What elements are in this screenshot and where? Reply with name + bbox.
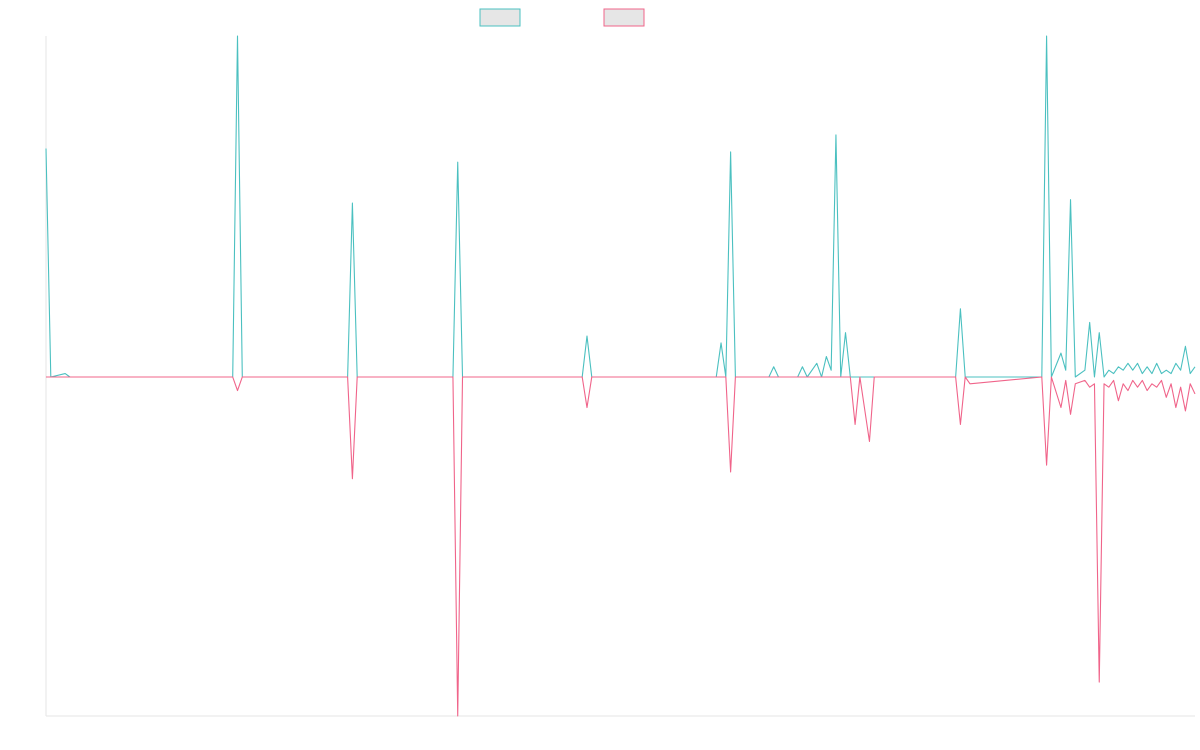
series-layer bbox=[45, 35, 1196, 717]
series-line-1 bbox=[45, 35, 1196, 378]
axes bbox=[45, 36, 1195, 717]
legend-swatch-2 bbox=[603, 8, 645, 27]
legend-swatch-1 bbox=[479, 8, 521, 27]
series-line-2 bbox=[46, 376, 1196, 717]
legend bbox=[479, 8, 645, 27]
